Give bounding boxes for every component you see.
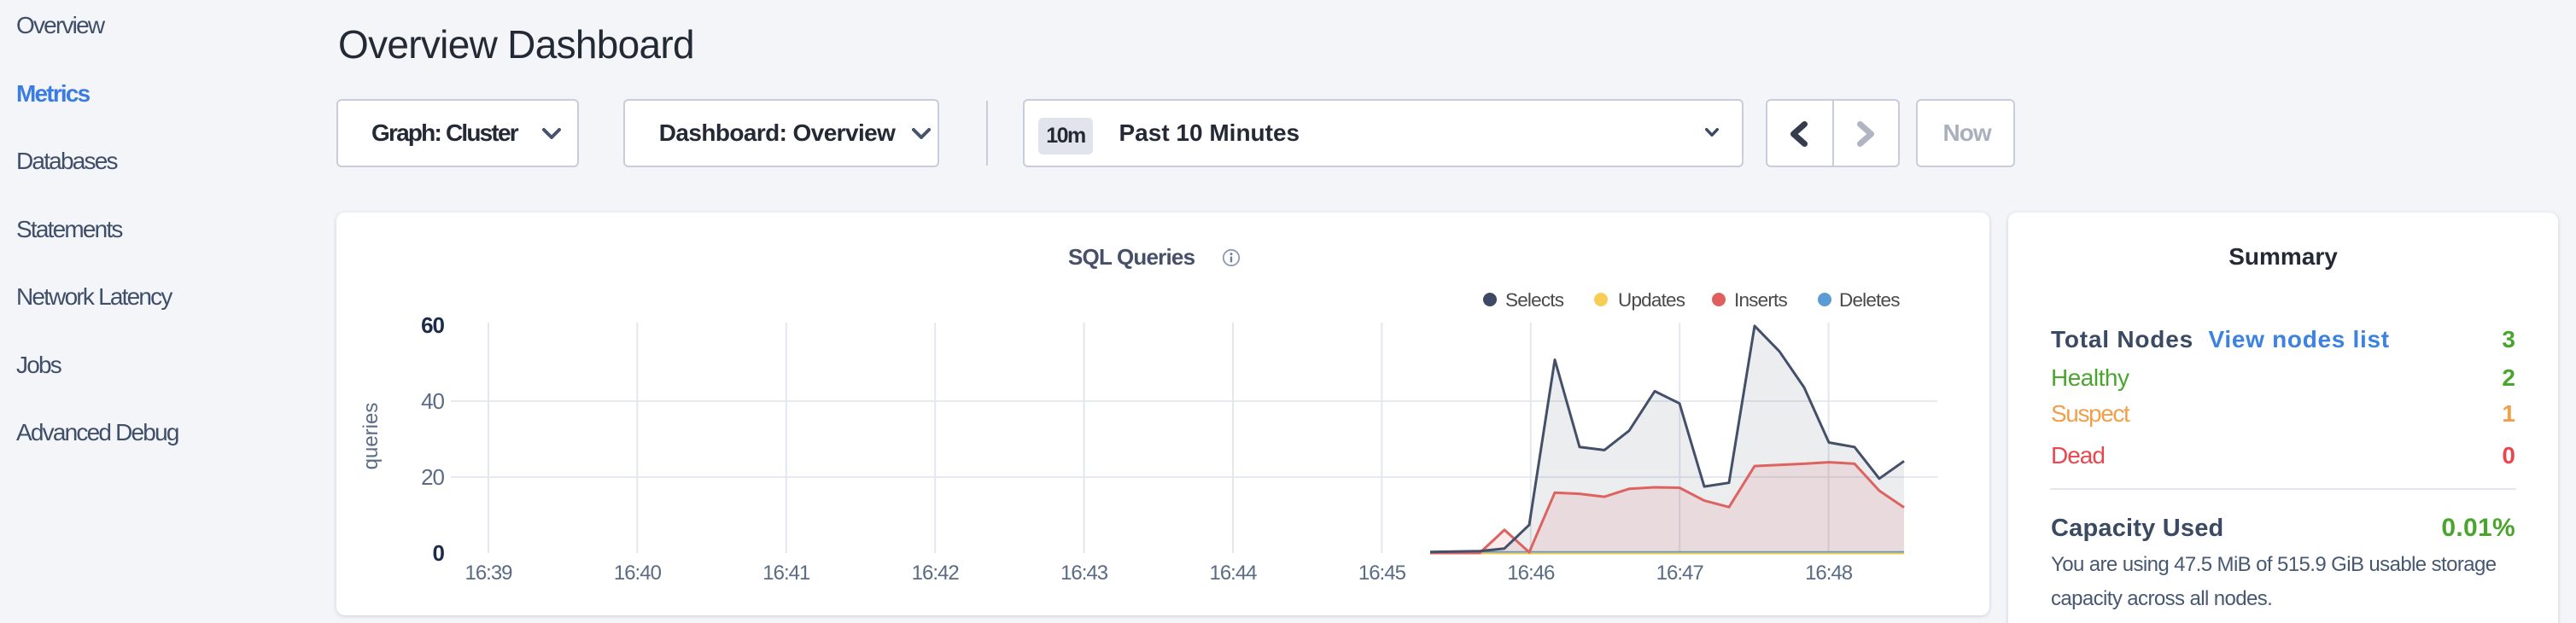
svg-text:40: 40 bbox=[421, 388, 444, 414]
svg-text:16:41: 16:41 bbox=[762, 562, 810, 585]
svg-text:16:48: 16:48 bbox=[1805, 562, 1853, 585]
svg-text:16:39: 16:39 bbox=[464, 562, 512, 585]
svg-text:0: 0 bbox=[433, 540, 445, 566]
svg-text:16:47: 16:47 bbox=[1656, 562, 1704, 585]
svg-text:16:45: 16:45 bbox=[1358, 562, 1406, 585]
svg-text:16:40: 16:40 bbox=[614, 562, 662, 585]
svg-text:60: 60 bbox=[421, 312, 444, 338]
svg-text:16:42: 16:42 bbox=[912, 562, 960, 585]
svg-text:16:44: 16:44 bbox=[1209, 562, 1257, 585]
svg-text:20: 20 bbox=[421, 464, 444, 490]
svg-text:queries: queries bbox=[359, 403, 383, 470]
svg-text:16:43: 16:43 bbox=[1060, 562, 1108, 585]
svg-text:16:46: 16:46 bbox=[1507, 562, 1555, 585]
